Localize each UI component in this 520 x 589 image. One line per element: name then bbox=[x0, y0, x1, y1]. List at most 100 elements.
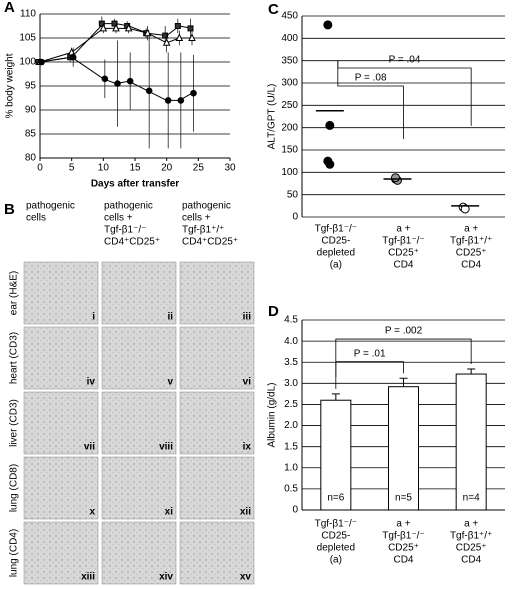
x-tick-label: Tgf-β1⁻/⁻ bbox=[315, 519, 357, 530]
image-numeral: ii bbox=[167, 312, 173, 323]
column-header: CD4⁺CD25⁺ bbox=[104, 237, 160, 248]
y-tick-label: 2.5 bbox=[284, 399, 298, 410]
marker bbox=[177, 97, 185, 104]
y-axis-label: ALT/GPT (U/L) bbox=[267, 84, 278, 150]
y-tick-label: 0 bbox=[292, 505, 298, 516]
marker bbox=[114, 80, 121, 87]
y-tick-label: 80 bbox=[25, 153, 37, 164]
x-tick-label: CD4 bbox=[393, 555, 413, 566]
micrograph bbox=[179, 326, 255, 390]
marker bbox=[112, 23, 120, 32]
marker bbox=[175, 33, 184, 41]
y-tick-label: 90 bbox=[25, 105, 37, 116]
row-label: heart (CD3) bbox=[9, 332, 20, 384]
image-numeral: v bbox=[167, 377, 173, 388]
image-numeral: i bbox=[92, 312, 95, 323]
y-tick-label: 100 bbox=[281, 167, 298, 178]
column-header: pathogenic bbox=[104, 201, 153, 212]
row-label: lung (CD4) bbox=[9, 529, 20, 577]
column-header: pathogenic bbox=[26, 201, 75, 212]
annotation: P = .08 bbox=[355, 73, 387, 84]
x-tick-label: Tgf-β1⁻/⁻ bbox=[382, 236, 424, 247]
y-tick-label: 350 bbox=[281, 55, 298, 66]
x-tick-label: depleted bbox=[317, 248, 355, 259]
y-tick-label: 110 bbox=[20, 9, 36, 20]
x-tick-label: a + bbox=[396, 519, 410, 530]
dot bbox=[325, 159, 335, 169]
micrograph bbox=[101, 521, 177, 585]
image-numeral: iv bbox=[87, 377, 96, 388]
marker bbox=[124, 23, 133, 32]
micrograph bbox=[23, 326, 99, 390]
bar-label: n=5 bbox=[395, 493, 412, 504]
column-header: cells bbox=[26, 213, 46, 224]
y-tick-label: 85 bbox=[25, 129, 37, 140]
marker bbox=[174, 23, 181, 29]
marker bbox=[69, 53, 77, 61]
panel-letter: D bbox=[268, 303, 279, 320]
y-tick-label: 95 bbox=[25, 81, 37, 92]
x-tick-label: 0 bbox=[37, 163, 43, 174]
y-tick-label: 0 bbox=[292, 212, 298, 223]
dot bbox=[391, 173, 400, 183]
bar bbox=[320, 399, 352, 511]
image-numeral: xi bbox=[165, 507, 174, 518]
marker bbox=[188, 33, 196, 41]
x-tick-label: 10 bbox=[98, 163, 110, 174]
image-numeral: xii bbox=[240, 507, 251, 518]
micrograph bbox=[23, 261, 99, 325]
y-tick-label: 450 bbox=[281, 11, 298, 22]
bar-label: n=4 bbox=[463, 493, 480, 504]
x-tick-label: a + bbox=[464, 224, 478, 235]
y-tick-label: 150 bbox=[281, 145, 298, 156]
x-tick-label: CD25⁺ bbox=[456, 543, 487, 554]
marker bbox=[145, 87, 153, 95]
x-tick-label: CD4 bbox=[461, 260, 481, 271]
micrograph bbox=[101, 456, 177, 520]
bracket bbox=[335, 361, 404, 389]
y-tick-label: 105 bbox=[19, 33, 36, 44]
y-tick-label: 4.0 bbox=[284, 336, 298, 347]
marker bbox=[111, 20, 118, 27]
marker bbox=[38, 58, 45, 66]
x-tick-label: CD25- bbox=[321, 236, 350, 247]
image-numeral: xiv bbox=[159, 572, 173, 583]
micrograph bbox=[23, 391, 99, 455]
annotation: P = .01 bbox=[354, 348, 386, 359]
x-tick-label: 20 bbox=[161, 163, 173, 174]
y-tick-label: 3.0 bbox=[284, 378, 298, 389]
dot bbox=[323, 20, 333, 30]
y-tick-label: 100 bbox=[19, 57, 36, 68]
y-tick-label: 400 bbox=[281, 33, 298, 44]
marker bbox=[162, 32, 169, 39]
x-tick-label: a + bbox=[396, 224, 410, 235]
micrograph bbox=[101, 326, 177, 390]
x-tick-label: Tgf-β1⁺/⁺ bbox=[450, 531, 492, 542]
y-tick-label: 300 bbox=[281, 78, 298, 89]
micrograph bbox=[23, 521, 99, 585]
x-tick-label: 25 bbox=[193, 163, 205, 174]
x-tick-label: Tgf-β1⁻/⁻ bbox=[382, 531, 424, 542]
y-tick-label: 3.5 bbox=[284, 357, 298, 368]
y-tick-label: 200 bbox=[281, 122, 298, 133]
marker bbox=[187, 25, 194, 32]
marker bbox=[162, 38, 171, 46]
dot bbox=[460, 204, 470, 214]
image-numeral: ix bbox=[243, 442, 252, 453]
micrograph bbox=[179, 521, 255, 585]
x-tick-label: CD25⁺ bbox=[388, 248, 419, 259]
x-tick-label: CD4 bbox=[393, 260, 413, 271]
image-numeral: viii bbox=[159, 442, 173, 453]
marker bbox=[190, 89, 197, 97]
series-line bbox=[39, 56, 193, 101]
y-tick-label: 0.5 bbox=[284, 484, 298, 495]
x-tick-label: 30 bbox=[224, 163, 236, 174]
marker bbox=[98, 20, 105, 27]
x-tick-label: CD25⁺ bbox=[456, 248, 487, 259]
dot bbox=[325, 120, 335, 130]
micrograph bbox=[179, 456, 255, 520]
marker bbox=[101, 75, 109, 83]
image-numeral: x bbox=[89, 507, 95, 518]
x-tick-label: (a) bbox=[330, 260, 342, 271]
